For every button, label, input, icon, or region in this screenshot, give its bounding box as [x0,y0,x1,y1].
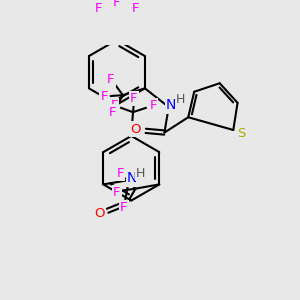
Text: F: F [130,92,138,105]
Text: F: F [94,2,102,15]
Text: S: S [238,127,246,140]
Text: H: H [136,167,146,180]
Text: O: O [94,207,104,220]
Text: F: F [150,99,157,112]
Text: N: N [166,98,176,112]
Text: F: F [113,186,121,200]
Text: O: O [130,123,141,136]
Text: F: F [132,2,140,15]
Text: F: F [111,99,118,112]
Text: F: F [116,167,124,180]
Text: F: F [120,201,127,214]
Text: F: F [107,73,115,86]
Text: F: F [100,90,108,103]
Text: H: H [176,93,185,106]
Text: F: F [109,106,116,118]
Text: N: N [127,171,137,185]
Text: F: F [113,0,121,9]
